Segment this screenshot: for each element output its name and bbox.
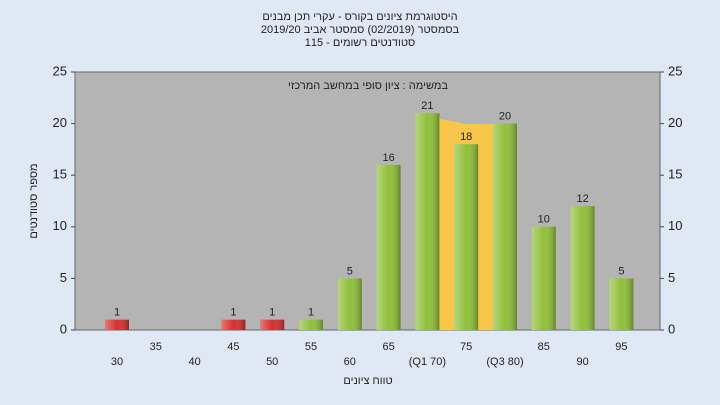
y-tick-label: 20 — [53, 115, 67, 130]
x-tick-label: 55 — [305, 341, 317, 353]
bar-shade — [454, 144, 479, 330]
value-label: 16 — [382, 152, 394, 164]
bar-shade — [260, 319, 285, 330]
y2-tick-label: 15 — [668, 167, 682, 182]
value-label: 10 — [538, 214, 550, 226]
x-tick-label: 45 — [227, 341, 239, 353]
chart-title: היסטוגרמת ציונים בקורס - עקרי תכן מבנים — [262, 11, 457, 23]
y-tick-label: 25 — [53, 63, 67, 78]
bar-shade — [221, 319, 246, 330]
value-label: 20 — [499, 111, 511, 123]
chart-subtitle: סטודנטים רשומים - 115 — [305, 37, 416, 49]
chart-subtitle: בסמסטר (02/2019) סמסטר אביב 2019/20 — [261, 24, 460, 36]
bar-shade — [609, 278, 634, 330]
y-tick-label: 0 — [60, 321, 67, 336]
x-tick-label: 35 — [150, 341, 162, 353]
x-tick-label: 40 — [188, 356, 200, 368]
bar-shade — [105, 319, 129, 330]
value-label: 5 — [347, 265, 353, 277]
bar-shade — [337, 278, 362, 330]
x-tick-label: (Q3 80) — [486, 356, 523, 368]
x-tick-label: 50 — [266, 356, 278, 368]
y2-tick-label: 20 — [668, 115, 682, 130]
plot-area — [74, 71, 661, 331]
y2-tick-label: 10 — [668, 218, 682, 233]
value-label: 21 — [421, 100, 433, 112]
x-tick-label: 65 — [382, 341, 394, 353]
bar-shade — [570, 206, 595, 330]
x-tick-label: 60 — [344, 356, 356, 368]
value-label: 5 — [618, 265, 624, 277]
x-tick-label: 90 — [576, 356, 588, 368]
y2-tick-label: 5 — [668, 270, 675, 285]
y-tick-label: 5 — [60, 270, 67, 285]
annotation: במשימה : ציון סופי במחשב המרכזי — [288, 80, 448, 92]
bar-shade — [376, 164, 401, 330]
x-tick-label: (Q1 70) — [409, 356, 446, 368]
x-tick-label: 95 — [615, 341, 627, 353]
value-label: 1 — [230, 307, 236, 319]
value-label: 1 — [308, 307, 314, 319]
x-tick-label: 85 — [538, 341, 550, 353]
x-tick-label: 30 — [111, 356, 123, 368]
y2-tick-label: 0 — [668, 321, 675, 336]
y-axis-label: מספר סטודנטים — [28, 163, 40, 238]
value-label: 18 — [460, 131, 472, 143]
value-label: 12 — [576, 193, 588, 205]
value-label: 1 — [114, 307, 120, 319]
y2-tick-label: 25 — [668, 63, 682, 78]
value-label: 1 — [269, 307, 275, 319]
x-axis-label: טווח ציונים — [343, 375, 392, 387]
bar-shade — [531, 226, 556, 330]
y-tick-label: 10 — [53, 218, 67, 233]
bar-shade — [299, 319, 323, 330]
y-tick-label: 15 — [53, 167, 67, 182]
bar-shade — [415, 113, 440, 330]
bar-shade — [493, 123, 517, 330]
x-tick-label: 75 — [460, 341, 472, 353]
